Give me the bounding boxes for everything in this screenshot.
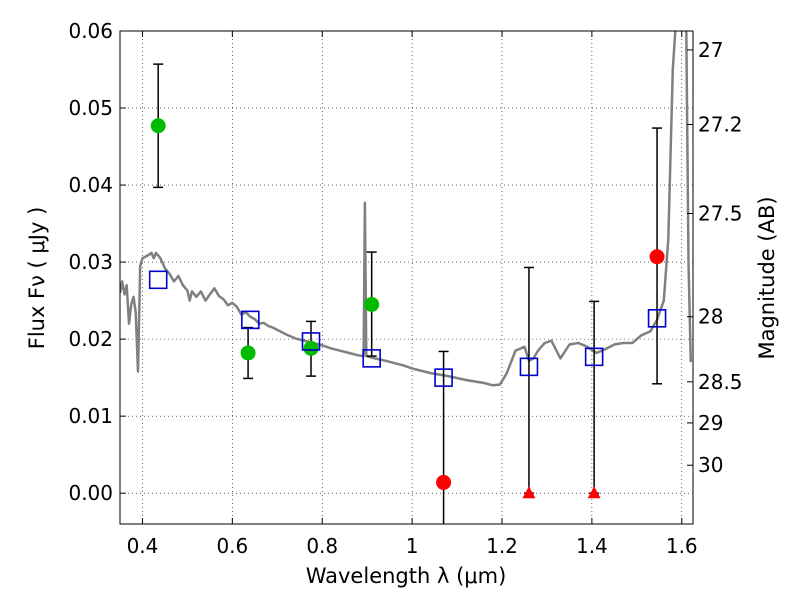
model-square-point bbox=[301, 332, 321, 351]
y-tick-label: 0.05 bbox=[68, 96, 113, 120]
y-tick-label: 0.04 bbox=[68, 173, 113, 197]
plot-background bbox=[120, 31, 693, 524]
x-tick-label: 1.4 bbox=[576, 534, 608, 558]
right-tick-label: 27 bbox=[698, 38, 723, 62]
x-axis-label: Wavelength λ (μm) bbox=[306, 564, 507, 588]
y-tick-label: 0.00 bbox=[68, 481, 113, 505]
x-axis: 0.4 0.6 0.8 1 1.2 1.4 1.6 bbox=[127, 31, 698, 558]
y-tick-label: 0.03 bbox=[68, 250, 113, 274]
model-square-point bbox=[148, 270, 168, 290]
right-tick-label: 27.2 bbox=[698, 112, 743, 136]
y-axis: 0.00 0.01 0.02 0.03 0.04 0.05 0.06 bbox=[68, 19, 126, 505]
right-tick-label: 28.5 bbox=[698, 370, 743, 394]
observed-flux-point bbox=[303, 340, 319, 356]
model-square-point bbox=[362, 349, 381, 368]
model-square-point bbox=[584, 347, 604, 367]
upper-limit-triangle bbox=[522, 486, 536, 499]
x-tick-label: 1.2 bbox=[486, 534, 518, 558]
right-tick-label: 27.5 bbox=[698, 202, 743, 226]
x-tick-label: 0.6 bbox=[216, 534, 248, 558]
y-tick-label: 0.02 bbox=[68, 327, 113, 351]
plot-frame bbox=[119, 30, 694, 525]
y-axis-label: Flux Fν ( μJy ) bbox=[25, 207, 49, 350]
right-axis-label: Magnitude (AB) bbox=[755, 196, 779, 359]
right-tick-label: 29 bbox=[698, 411, 723, 435]
model-square-point bbox=[434, 368, 453, 387]
y-tick-label: 0.06 bbox=[68, 19, 113, 43]
right-tick-label: 30 bbox=[698, 453, 723, 477]
observed-flux-point bbox=[364, 296, 380, 312]
x-tick-label: 0.8 bbox=[306, 534, 338, 558]
model-square-point bbox=[519, 357, 539, 377]
upper-limit-triangle bbox=[587, 486, 601, 499]
data-markers bbox=[148, 118, 667, 499]
model-square-point bbox=[647, 309, 667, 328]
x-tick-label: 1 bbox=[406, 534, 419, 558]
observed-flux-point bbox=[150, 118, 166, 134]
observed-flux-point bbox=[649, 249, 665, 265]
y-tick-label: 0.01 bbox=[68, 404, 113, 428]
model-sed-curve bbox=[120, 31, 693, 387]
sed-line-tail bbox=[685, 31, 693, 363]
x-tick-label: 1.6 bbox=[666, 534, 698, 558]
x-tick-label: 0.4 bbox=[127, 534, 159, 558]
model-square-point bbox=[241, 310, 260, 330]
observed-flux-point bbox=[436, 474, 452, 490]
sed-line bbox=[120, 31, 677, 387]
right-magnitude-axis: 27 27.2 27.5 28 28.5 29 30 bbox=[687, 38, 743, 477]
observed-flux-point bbox=[240, 345, 256, 361]
right-tick-label: 28 bbox=[698, 305, 723, 329]
